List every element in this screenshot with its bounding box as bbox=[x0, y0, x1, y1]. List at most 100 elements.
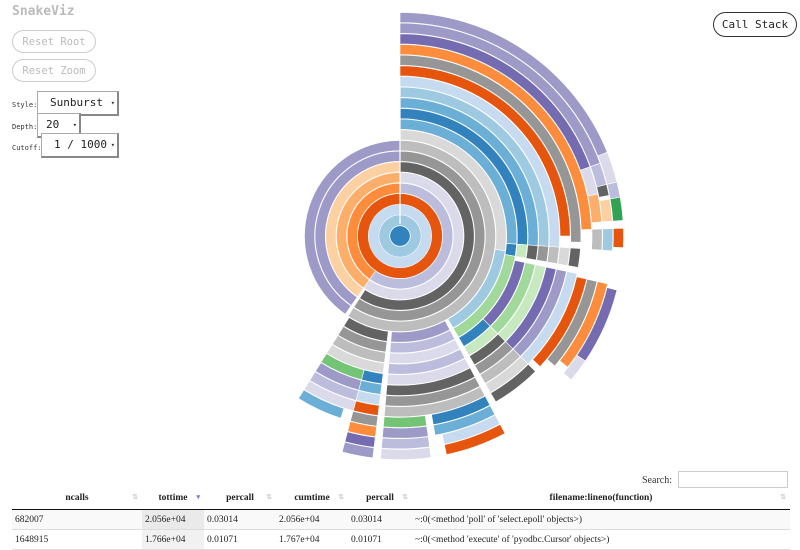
column-label: cumtime bbox=[294, 493, 330, 503]
sunburst-segment[interactable] bbox=[444, 424, 506, 456]
sunburst-segment[interactable] bbox=[368, 204, 432, 268]
cell-ncalls: 1648915 bbox=[12, 529, 142, 550]
sunburst-segment[interactable] bbox=[546, 278, 598, 367]
sunburst-segment[interactable] bbox=[474, 341, 514, 375]
table-row[interactable]: 682007 2.056e+04 0.03014 2.056e+04 0.030… bbox=[12, 509, 790, 530]
cell-percall-cum: 0.01071 bbox=[348, 529, 412, 550]
dropdown-arrow-icon: ▾ bbox=[110, 99, 115, 107]
sunburst-segment[interactable] bbox=[452, 254, 516, 338]
cell-function: ~:0(<method 'poll' of 'select.epoll' obj… bbox=[412, 509, 790, 530]
sunburst-segment[interactable] bbox=[344, 431, 376, 448]
cell-ncalls: 682007 bbox=[12, 509, 142, 530]
sunburst-segment[interactable] bbox=[433, 405, 496, 436]
sunburst-segment[interactable] bbox=[309, 371, 359, 401]
column-header-ncalls[interactable]: ncalls ⇅ bbox=[12, 487, 142, 510]
sunburst-segment[interactable] bbox=[382, 415, 427, 428]
sunburst-segment[interactable] bbox=[596, 184, 610, 198]
column-header-cumtime[interactable]: cumtime ⇅ bbox=[276, 487, 348, 510]
sunburst-segment[interactable] bbox=[389, 329, 456, 354]
sort-icon: ⇅ bbox=[132, 493, 138, 501]
table-row[interactable]: 1648915 1.766e+04 0.01071 1.767e+04 0.01… bbox=[12, 529, 790, 550]
sunburst-segment[interactable] bbox=[458, 318, 491, 347]
sunburst-segment[interactable] bbox=[399, 44, 592, 230]
sunburst-segment[interactable] bbox=[557, 246, 571, 266]
sunburst-segment[interactable] bbox=[343, 317, 389, 342]
sort-icon: ⇅ bbox=[780, 493, 786, 501]
reset-zoom-button[interactable]: Reset Zoom bbox=[12, 59, 96, 82]
cell-cumtime: 1.767e+04 bbox=[276, 529, 348, 550]
sunburst-segment[interactable] bbox=[525, 244, 539, 261]
sunburst-segment[interactable] bbox=[441, 414, 501, 445]
cutoff-label: Cutoff: bbox=[12, 144, 42, 152]
sunburst-segment[interactable] bbox=[389, 225, 411, 247]
column-header-function[interactable]: filename:lineno(function) ⇅ bbox=[412, 487, 790, 510]
sunburst-segment[interactable] bbox=[390, 320, 451, 343]
sunburst-segment[interactable] bbox=[563, 354, 586, 381]
sort-desc-icon: ▾ bbox=[196, 493, 200, 501]
app-title: SnakeViz bbox=[12, 4, 75, 19]
sunburst-segment[interactable] bbox=[350, 410, 379, 427]
sunburst-segment[interactable] bbox=[536, 245, 549, 263]
sunburst-chart[interactable] bbox=[0, 0, 800, 470]
sunburst-segment[interactable] bbox=[601, 228, 614, 252]
column-label: tottime bbox=[158, 493, 188, 503]
sunburst-segment[interactable] bbox=[382, 425, 429, 439]
sunburst-segment[interactable] bbox=[384, 376, 481, 407]
sunburst-segment[interactable] bbox=[387, 348, 466, 375]
sunburst-segment[interactable] bbox=[303, 380, 357, 412]
sunburst-segment[interactable] bbox=[315, 362, 362, 391]
sunburst-segment[interactable] bbox=[386, 358, 471, 386]
sunburst-segment[interactable] bbox=[559, 281, 608, 368]
sunburst-segment[interactable] bbox=[431, 395, 491, 425]
sunburst-segment[interactable] bbox=[353, 150, 486, 322]
search-label: Search: bbox=[642, 475, 672, 486]
sunburst-segment[interactable] bbox=[347, 140, 496, 332]
sunburst-segment[interactable] bbox=[606, 181, 621, 200]
sunburst-segment[interactable] bbox=[399, 65, 571, 237]
sort-icon: ⇅ bbox=[266, 493, 272, 501]
sunburst-segment[interactable] bbox=[298, 389, 345, 419]
sunburst-segment[interactable] bbox=[612, 227, 624, 249]
sunburst-segment[interactable] bbox=[379, 215, 421, 257]
sunburst-segment[interactable] bbox=[609, 196, 624, 222]
sunburst-segment[interactable] bbox=[567, 247, 581, 268]
sunburst-segment[interactable] bbox=[399, 54, 582, 243]
sunburst-segment[interactable] bbox=[468, 333, 506, 366]
column-header-percall[interactable]: percall ⇅ bbox=[204, 487, 276, 510]
sunburst-segment[interactable] bbox=[463, 326, 499, 357]
sunburst-segment[interactable] bbox=[591, 228, 603, 251]
sunburst-segment[interactable] bbox=[359, 161, 475, 311]
reset-root-button[interactable]: Reset Root bbox=[12, 30, 96, 53]
sunburst-segment[interactable] bbox=[479, 348, 521, 384]
column-header-tottime[interactable]: tottime ▾ bbox=[142, 487, 204, 510]
sunburst-segment[interactable] bbox=[447, 249, 506, 329]
sunburst-segment[interactable] bbox=[515, 243, 528, 259]
sunburst-segment[interactable] bbox=[347, 421, 377, 438]
sunburst-segment[interactable] bbox=[490, 363, 536, 403]
call-stack-button[interactable]: Call Stack bbox=[713, 12, 797, 37]
sunburst-segment[interactable] bbox=[383, 386, 486, 418]
sunburst-segment[interactable] bbox=[388, 339, 461, 364]
sunburst-segment[interactable] bbox=[326, 344, 385, 374]
sunburst-segment[interactable] bbox=[332, 335, 387, 363]
search-input[interactable] bbox=[678, 471, 788, 488]
column-header-percall-cum[interactable]: percall ⇅ bbox=[348, 487, 412, 510]
style-select[interactable]: Sunburst ▾ bbox=[37, 91, 119, 116]
stats-table: ncalls ⇅ tottime ▾ percall ⇅ cumtime ⇅ perca… bbox=[12, 487, 790, 550]
sunburst-segment[interactable] bbox=[320, 353, 365, 381]
sunburst-segment[interactable] bbox=[504, 243, 517, 257]
sunburst-segment[interactable] bbox=[484, 356, 529, 394]
cell-cumtime: 2.056e+04 bbox=[276, 509, 348, 530]
sunburst-segment[interactable] bbox=[337, 326, 388, 353]
sunburst-segment[interactable] bbox=[380, 446, 432, 460]
sunburst-segment[interactable] bbox=[385, 367, 476, 396]
sunburst-segment[interactable] bbox=[381, 436, 430, 450]
sunburst-segment[interactable] bbox=[546, 246, 560, 265]
column-label: percall bbox=[366, 493, 394, 503]
sunburst-segment[interactable] bbox=[587, 193, 603, 223]
sunburst-segment[interactable] bbox=[341, 441, 375, 459]
sunburst-segment[interactable] bbox=[599, 198, 613, 223]
sunburst-segment[interactable] bbox=[357, 193, 443, 279]
sunburst-segment[interactable] bbox=[532, 276, 588, 368]
cutoff-select[interactable]: 1 / 1000 ▾ bbox=[41, 133, 119, 158]
